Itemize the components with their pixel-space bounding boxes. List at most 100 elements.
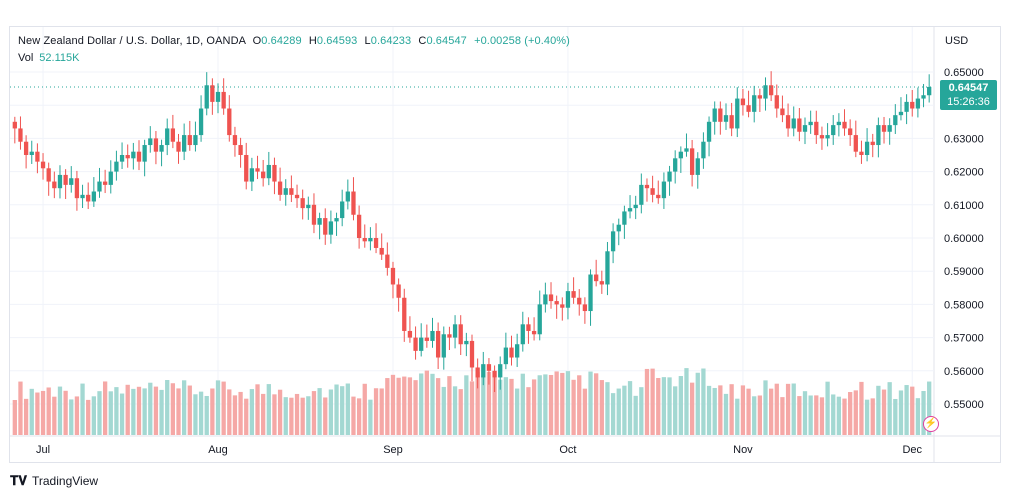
- volume-bar: [904, 385, 909, 435]
- candle-body: [656, 194, 661, 199]
- candle-body: [419, 337, 424, 351]
- tradingview-branding[interactable]: 𝐓𝐕 TradingView: [10, 473, 98, 489]
- symbol-title: New Zealand Dollar / U.S. Dollar, 1D, OA…: [18, 35, 246, 47]
- volume-bar: [165, 380, 170, 435]
- volume-bar: [340, 386, 345, 435]
- volume-bar: [825, 381, 830, 435]
- candle-body: [204, 85, 209, 109]
- candle-body: [859, 151, 864, 155]
- volume-bar: [402, 376, 407, 435]
- candle-body: [864, 141, 870, 155]
- candle-body: [80, 194, 85, 199]
- volume-bar: [515, 388, 520, 435]
- candle-body: [390, 267, 396, 285]
- y-tick-label: 0.65000: [944, 67, 984, 79]
- volume-bar: [560, 372, 565, 435]
- volume-bar: [419, 373, 424, 435]
- volume-bar: [588, 371, 593, 435]
- volume-bar: [571, 379, 576, 435]
- volume-bar: [131, 388, 136, 435]
- candle-body: [684, 148, 689, 152]
- volume-bar: [142, 388, 147, 435]
- volume-bar: [232, 395, 238, 435]
- volume-bar: [238, 391, 243, 435]
- y-tick-label: 0.61000: [944, 200, 984, 212]
- volume-bar: [57, 386, 63, 435]
- volume-bar: [915, 398, 921, 435]
- candle-body: [723, 115, 729, 122]
- candle-body: [464, 340, 469, 345]
- candle-body: [673, 158, 678, 172]
- candle-body: [334, 218, 339, 222]
- volume-bar: [261, 393, 266, 435]
- volume-bar: [735, 398, 740, 435]
- candle-body: [277, 181, 283, 195]
- candle-body: [29, 151, 34, 155]
- volume-bar: [503, 377, 509, 435]
- volume-bar: [52, 396, 57, 435]
- volume-bar: [644, 368, 650, 435]
- candle-body: [170, 128, 176, 142]
- candle-body: [136, 151, 142, 162]
- volume-bar: [12, 400, 17, 435]
- y-tick-label: 0.59000: [944, 266, 984, 278]
- candle-body: [475, 367, 480, 378]
- volume-bar: [898, 390, 904, 435]
- volume-bar: [684, 368, 689, 435]
- candle-body: [385, 254, 390, 268]
- candle-body: [232, 135, 238, 146]
- candle-body: [119, 155, 125, 162]
- candle-body: [283, 188, 288, 195]
- candle-body: [667, 171, 672, 182]
- candle-body: [836, 121, 842, 126]
- volume-bar: [763, 380, 768, 435]
- volume-bar: [351, 396, 356, 435]
- volume-bar: [373, 388, 379, 435]
- volume-bar: [413, 380, 418, 435]
- volume-bar: [198, 391, 204, 435]
- candle-body: [543, 294, 548, 305]
- candle-body: [486, 364, 492, 371]
- volume-bar: [616, 388, 621, 435]
- candle-body: [661, 181, 667, 199]
- tradingview-name: TradingView: [32, 474, 99, 488]
- candle-body: [610, 231, 616, 252]
- volume-bar: [509, 378, 514, 435]
- volume-bar: [921, 390, 926, 435]
- high-label: H: [308, 35, 317, 47]
- candle-body: [345, 191, 350, 202]
- candle-body: [503, 347, 509, 365]
- x-tick-label: Dec: [902, 444, 922, 456]
- low-value: 0.64233: [370, 35, 412, 47]
- tradingview-logo-icon: 𝐓𝐕: [10, 473, 27, 488]
- candle-body: [300, 198, 305, 209]
- volume-bar: [848, 392, 853, 435]
- volume-bar: [836, 396, 842, 435]
- y-tick-label: 0.62000: [944, 167, 984, 179]
- candle-body: [757, 95, 762, 99]
- volume-bar: [814, 395, 819, 435]
- lightning-icon[interactable]: ⚡: [923, 416, 939, 432]
- candle-body: [351, 191, 356, 215]
- volume-bar: [125, 384, 130, 435]
- candle-body: [74, 178, 80, 199]
- volume-bar: [520, 373, 525, 435]
- volume-bar: [656, 377, 661, 435]
- volume-bar: [227, 389, 232, 435]
- volume-bar: [723, 393, 729, 435]
- candle-body: [893, 115, 898, 126]
- candle-body: [520, 324, 525, 345]
- volume-label: Vol: [18, 52, 34, 64]
- volume-bar: [283, 397, 288, 435]
- candle-body: [469, 340, 475, 368]
- x-tick-label: Nov: [733, 444, 753, 456]
- candle-body: [458, 324, 463, 345]
- x-tick-label: Jul: [36, 444, 50, 456]
- volume-bar: [277, 389, 283, 435]
- candle-body: [689, 148, 695, 175]
- candle-body: [356, 214, 362, 238]
- candle-body: [740, 98, 746, 106]
- candle-body: [311, 204, 317, 225]
- candle-body: [729, 115, 734, 129]
